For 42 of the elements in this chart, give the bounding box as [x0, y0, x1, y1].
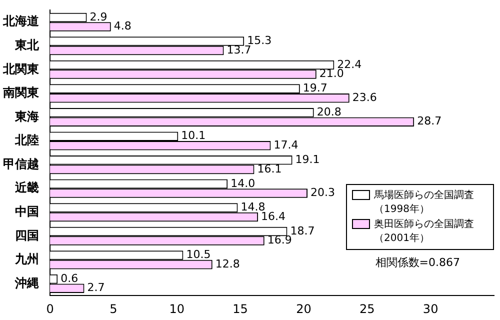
y-tick-label: 東北 [14, 38, 40, 52]
x-tick-label: 20 [296, 302, 312, 316]
data-label: 20.8 [316, 105, 342, 118]
y-tick-label: 東海 [14, 109, 39, 124]
data-label: 2.9 [90, 10, 108, 24]
data-label: 19.7 [302, 82, 328, 95]
legend-label: 奥田医師らの全国調査（2001年） [374, 218, 475, 245]
data-label: 28.7 [417, 114, 442, 128]
x-tick-label: 10 [169, 302, 184, 316]
data-label: 0.6 [60, 272, 78, 285]
x-tick-label: 5 [110, 302, 118, 316]
x-tick-label: 15 [232, 302, 248, 316]
x-tick-label: 25 [360, 302, 375, 316]
y-tick-label: 北関東 [2, 62, 40, 76]
y-tick-label: 甲信越 [3, 156, 39, 171]
y-tick-label: 四国 [15, 228, 39, 242]
data-label: 4.8 [114, 20, 132, 33]
y-tick-label: 沖縄 [14, 276, 39, 290]
data-label: 14.0 [230, 176, 256, 190]
data-label: 19.1 [295, 153, 320, 166]
data-label: 18.7 [290, 224, 315, 238]
y-tick-label: 南関東 [2, 86, 40, 100]
data-label: 10.5 [186, 248, 211, 262]
data-label: 13.7 [226, 43, 252, 56]
x-tick-label: 30 [422, 302, 438, 316]
data-label: 23.6 [352, 90, 377, 104]
y-tick-label: 九州 [14, 252, 39, 266]
data-label: 16.1 [257, 162, 282, 176]
data-label: 20.3 [310, 186, 336, 200]
x-tick-label: 0 [46, 302, 54, 316]
data-label: 16.9 [267, 234, 292, 247]
data-label: 2.7 [87, 281, 105, 294]
data-label: 16.4 [261, 210, 286, 223]
text: 馬場医師らの全国調査（1998年） [374, 188, 475, 216]
y-tick-label: 中国 [15, 204, 39, 218]
annotation: 相関係数=0.867 [375, 255, 460, 270]
y-tick-label: 北海道 [2, 14, 40, 28]
data-label: 17.4 [274, 138, 298, 152]
data-label: 12.8 [215, 257, 240, 270]
y-tick-label: 近畿 [14, 180, 39, 195]
data-label: 10.1 [181, 129, 206, 142]
y-tick-label: 北陸 [14, 133, 39, 148]
